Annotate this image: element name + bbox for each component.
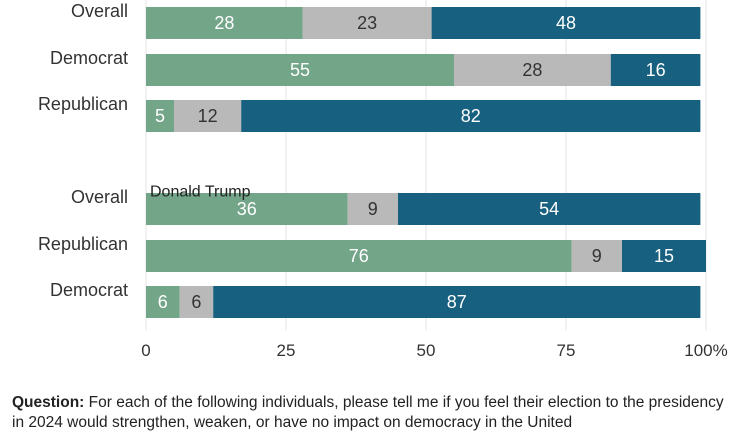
footnote-label: Question: xyxy=(12,394,85,411)
data-label: 15 xyxy=(654,246,674,266)
data-label: 5 xyxy=(155,106,165,126)
category-label: Republican xyxy=(38,234,128,254)
data-label: 12 xyxy=(198,106,218,126)
category-label: Democrat xyxy=(50,48,128,68)
group-title: Donald Trump xyxy=(150,183,251,200)
x-tick-label: 75 xyxy=(557,341,576,360)
data-label: 6 xyxy=(191,292,201,312)
bar-segment xyxy=(179,286,214,318)
data-label: 28 xyxy=(522,60,542,80)
bar-segment xyxy=(241,100,701,132)
data-label: 9 xyxy=(368,199,378,219)
data-label: 82 xyxy=(461,106,481,126)
footnote-text: For each of the following individuals, p… xyxy=(12,394,724,431)
bar-segment xyxy=(302,7,432,39)
category-label: Overall xyxy=(71,187,128,207)
data-label: 36 xyxy=(237,199,257,219)
data-label: 28 xyxy=(214,13,234,33)
stacked-bar-chart: 0 25 50 75 100% Overall 28 23 48 Democrat 55 28 16 Re… xyxy=(38,0,728,360)
gridlines xyxy=(145,0,707,330)
x-tick-label: 100% xyxy=(684,341,727,360)
bar-segment xyxy=(347,193,398,225)
labels: 0 25 50 75 100% Overall 28 23 48 Democrat 55 28 16 Re… xyxy=(38,1,728,360)
bar-segment xyxy=(174,100,242,132)
bar-segment xyxy=(146,7,303,39)
bar-segment xyxy=(146,100,174,132)
data-label: 48 xyxy=(556,13,576,33)
x-tick-label: 25 xyxy=(277,341,296,360)
bars xyxy=(146,7,706,318)
bar-segment xyxy=(146,240,572,272)
bar-segment xyxy=(571,240,622,272)
data-label: 6 xyxy=(158,292,168,312)
data-label: 23 xyxy=(357,13,377,33)
bar-segment xyxy=(146,286,180,318)
bar-segment xyxy=(622,240,706,272)
data-label: 54 xyxy=(539,199,559,219)
category-label: Republican xyxy=(38,94,128,114)
data-label: 9 xyxy=(592,246,602,266)
bar-segment xyxy=(213,286,701,318)
data-label: 55 xyxy=(290,60,310,80)
category-label: Democrat xyxy=(50,280,128,300)
x-tick-label: 0 xyxy=(141,341,150,360)
bar-segment xyxy=(146,54,454,86)
data-label: 16 xyxy=(646,60,666,80)
data-label: 87 xyxy=(447,292,467,312)
category-label: Overall xyxy=(71,1,128,21)
footnote: Question: For each of the following indi… xyxy=(12,393,737,433)
bar-segment xyxy=(398,193,701,225)
bar-segment xyxy=(146,193,348,225)
x-tick-label: 50 xyxy=(417,341,436,360)
data-label: 76 xyxy=(349,246,369,266)
bar-segment xyxy=(431,7,701,39)
bar-segment xyxy=(454,54,611,86)
bar-segment xyxy=(610,54,701,86)
